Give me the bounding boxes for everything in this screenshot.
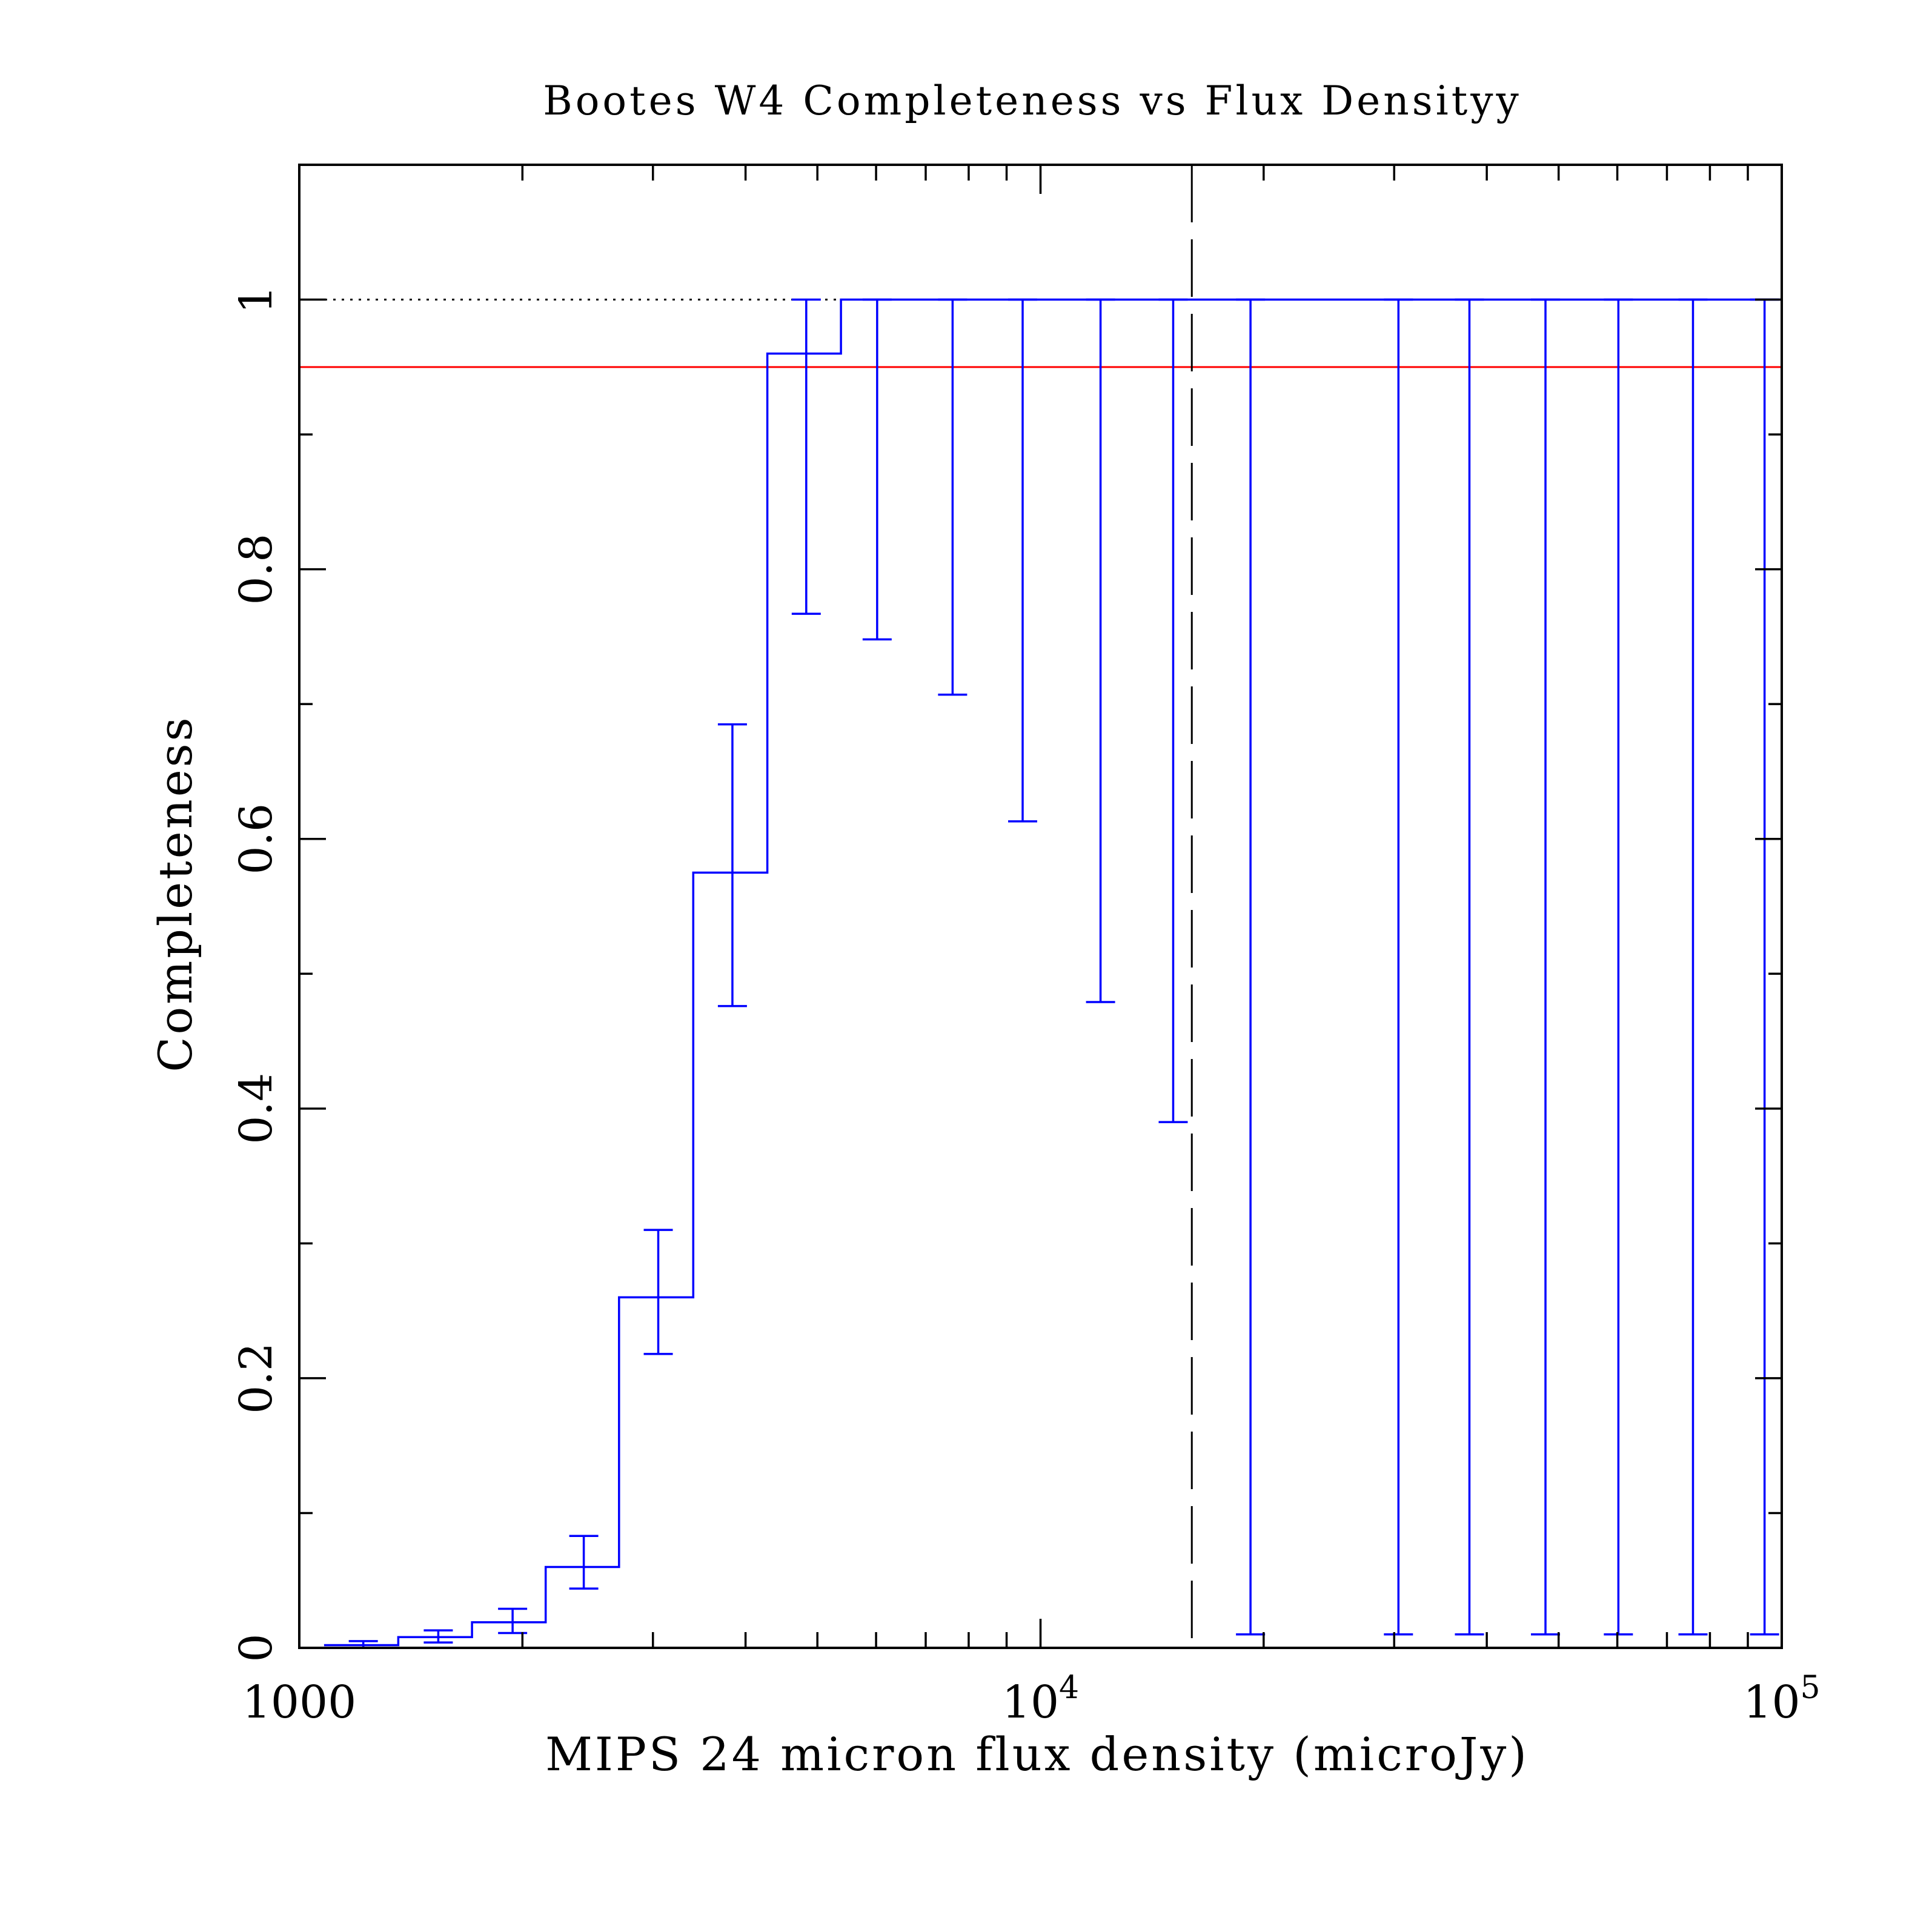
error-bar-17 <box>1678 298 1708 1636</box>
x-tick-label: 105 <box>1743 1670 1820 1728</box>
x-tick-label: 104 <box>1002 1670 1079 1728</box>
error-bar-9 <box>1008 298 1038 823</box>
error-bar-14 <box>1455 298 1484 1636</box>
x-tick-exponent: 5 <box>1801 1670 1821 1706</box>
plot-area: 0 0.2 0.4 0.6 0.8 1 1000 104 105 <box>230 164 1821 1728</box>
y-tick-label: 0.4 <box>230 1073 282 1144</box>
error-bar-10 <box>1086 298 1115 1003</box>
y-tick-label: 0.6 <box>230 803 282 875</box>
error-bar-3 <box>569 1535 599 1590</box>
error-bar-4 <box>643 1229 673 1355</box>
y-tick-label: 0.2 <box>230 1343 282 1414</box>
error-bar-15 <box>1530 298 1560 1636</box>
y-tick-label: 0.8 <box>230 534 282 605</box>
x-tick-exponent: 4 <box>1059 1670 1079 1706</box>
error-bar-1 <box>423 1629 453 1644</box>
y-axis-label: Completeness <box>148 715 202 1072</box>
plot-frame <box>298 164 1783 1649</box>
error-bar-12 <box>1236 298 1266 1636</box>
series-0-step-line <box>324 298 1782 1647</box>
error-bar-18 <box>1750 298 1779 1636</box>
error-bar-6 <box>791 298 821 615</box>
error-bar-5 <box>717 723 747 1007</box>
y-tick-label: 0 <box>230 1633 282 1662</box>
error-bar-7 <box>862 298 892 641</box>
error-bar-13 <box>1384 298 1413 1636</box>
x-axis-label: MIPS 24 micron flux density (microJy) <box>545 1727 1529 1781</box>
chart-title: Bootes W4 Completeness vs Flux Densityy <box>543 78 1522 124</box>
x-tick-label: 1000 <box>242 1676 356 1728</box>
error-bar-2 <box>498 1607 528 1635</box>
error-bar-16 <box>1604 298 1633 1636</box>
error-bar-11 <box>1158 298 1188 1123</box>
error-bar-8 <box>938 298 968 696</box>
y-tick-label: 1 <box>230 285 282 314</box>
